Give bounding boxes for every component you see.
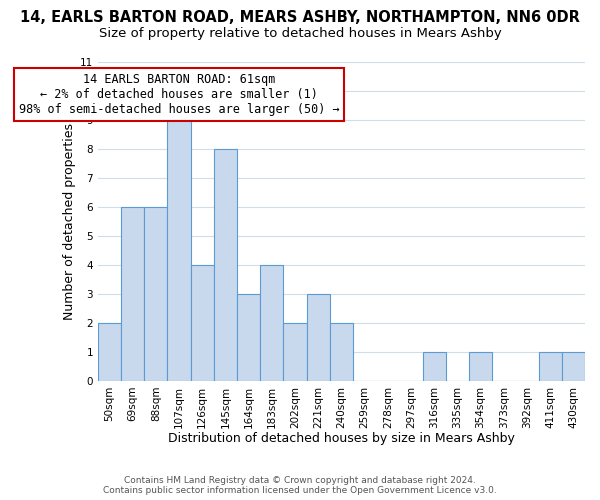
X-axis label: Distribution of detached houses by size in Mears Ashby: Distribution of detached houses by size … <box>168 432 515 445</box>
Bar <box>469 352 492 381</box>
Bar <box>260 264 283 381</box>
Y-axis label: Number of detached properties: Number of detached properties <box>62 122 76 320</box>
Bar <box>283 323 307 381</box>
Text: Contains HM Land Registry data © Crown copyright and database right 2024.
Contai: Contains HM Land Registry data © Crown c… <box>103 476 497 495</box>
Bar <box>330 323 353 381</box>
Bar <box>121 206 144 381</box>
Bar <box>307 294 330 381</box>
Text: Size of property relative to detached houses in Mears Ashby: Size of property relative to detached ho… <box>98 28 502 40</box>
Bar <box>237 294 260 381</box>
Text: 14, EARLS BARTON ROAD, MEARS ASHBY, NORTHAMPTON, NN6 0DR: 14, EARLS BARTON ROAD, MEARS ASHBY, NORT… <box>20 10 580 25</box>
Bar <box>98 323 121 381</box>
Bar <box>422 352 446 381</box>
Bar <box>562 352 585 381</box>
Bar <box>214 148 237 381</box>
Text: 14 EARLS BARTON ROAD: 61sqm
← 2% of detached houses are smaller (1)
98% of semi-: 14 EARLS BARTON ROAD: 61sqm ← 2% of deta… <box>19 73 340 116</box>
Bar <box>191 264 214 381</box>
Bar <box>167 120 191 381</box>
Bar <box>539 352 562 381</box>
Bar <box>144 206 167 381</box>
